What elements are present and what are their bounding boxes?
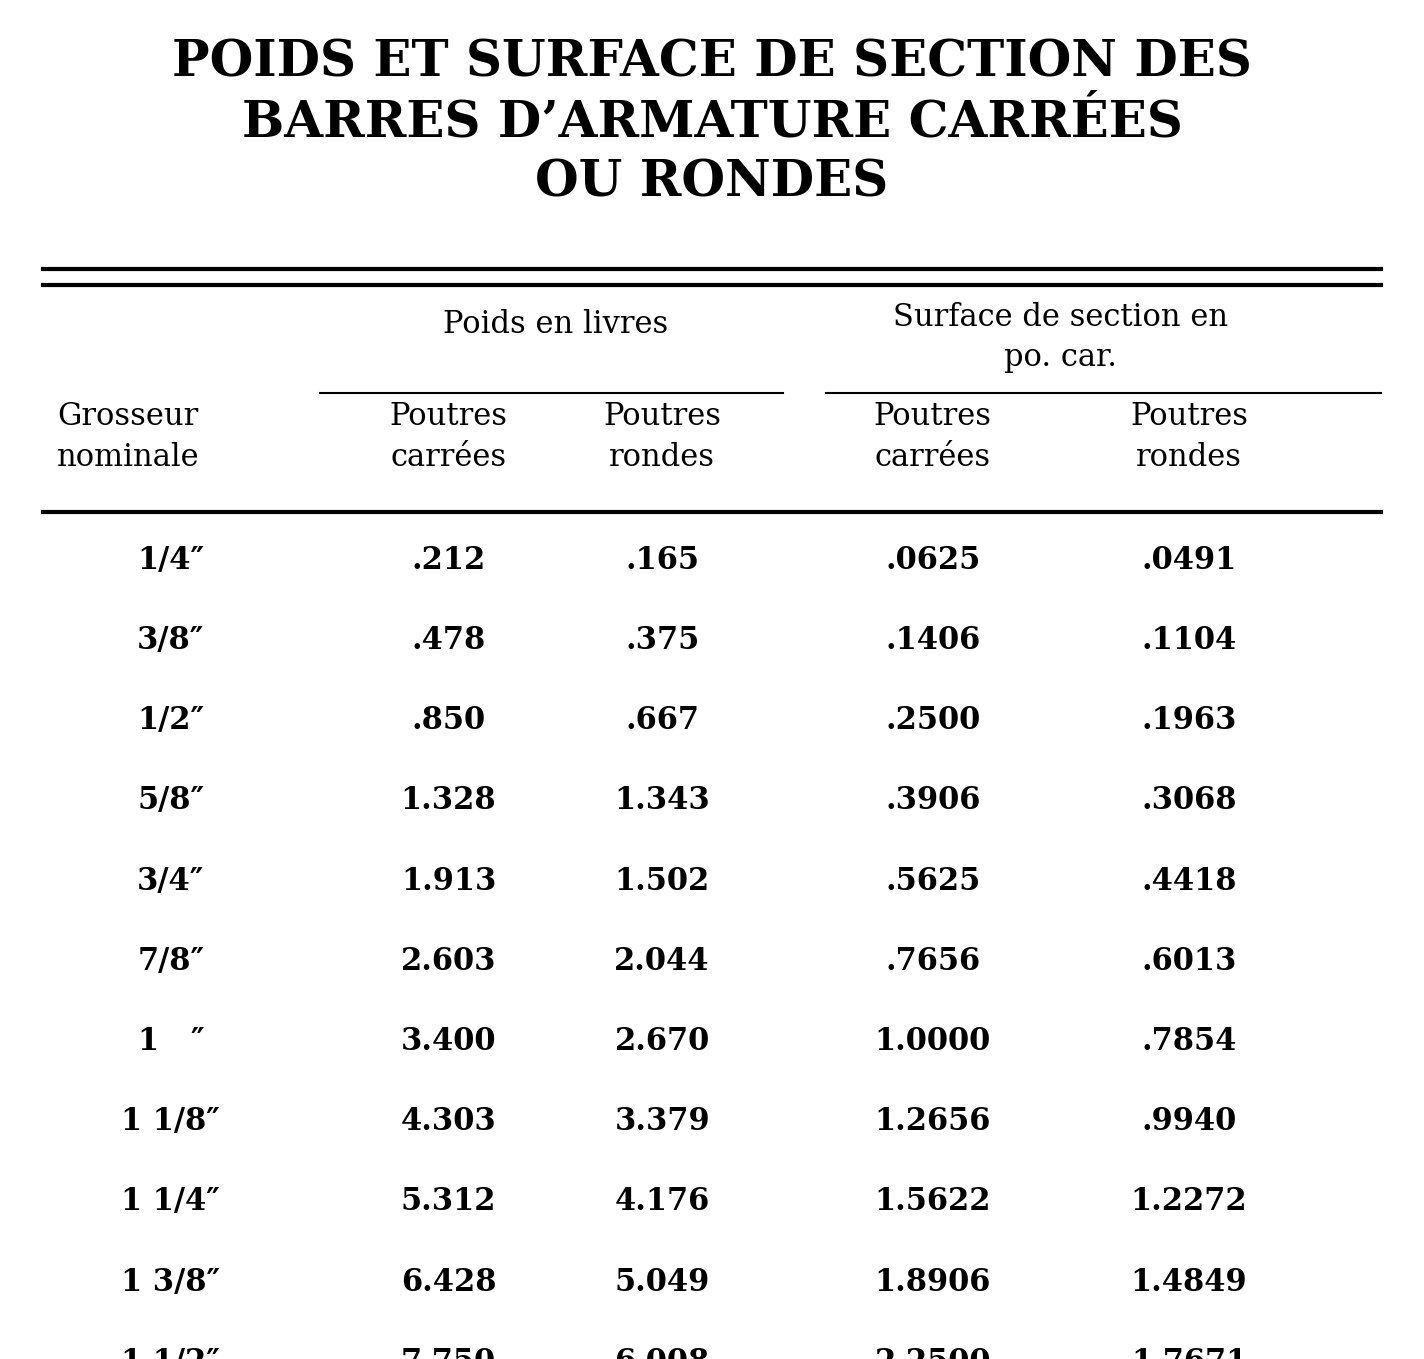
Text: 1 1/4″: 1 1/4″ [121, 1186, 221, 1218]
Text: .478: .478 [412, 625, 486, 656]
Text: 1 1/8″: 1 1/8″ [121, 1106, 221, 1137]
Text: POIDS ET SURFACE DE SECTION DES: POIDS ET SURFACE DE SECTION DES [172, 38, 1252, 87]
Text: 1.7671: 1.7671 [1131, 1347, 1247, 1359]
Text: .5625: .5625 [886, 866, 980, 897]
Text: 1.328: 1.328 [400, 786, 497, 817]
Text: .7854: .7854 [1142, 1026, 1236, 1057]
Text: 1 1/2″: 1 1/2″ [121, 1347, 221, 1359]
Text: 6.428: 6.428 [400, 1267, 497, 1298]
Text: 3/8″: 3/8″ [137, 625, 205, 656]
Text: 1   ″: 1 ″ [138, 1026, 204, 1057]
Text: 1/4″: 1/4″ [137, 545, 205, 576]
Text: .165: .165 [625, 545, 699, 576]
Text: 1 3/8″: 1 3/8″ [121, 1267, 221, 1298]
Text: .375: .375 [625, 625, 699, 656]
Text: 1.4849: 1.4849 [1131, 1267, 1247, 1298]
Text: 1.913: 1.913 [402, 866, 496, 897]
Text: Surface de section en
po. car.: Surface de section en po. car. [893, 302, 1229, 374]
Text: 1.502: 1.502 [615, 866, 709, 897]
Text: .4418: .4418 [1141, 866, 1237, 897]
Text: 7/8″: 7/8″ [137, 946, 205, 977]
Text: 5/8″: 5/8″ [137, 786, 205, 817]
Text: .3906: .3906 [886, 786, 980, 817]
Text: 1.0000: 1.0000 [874, 1026, 991, 1057]
Text: .9940: .9940 [1142, 1106, 1236, 1137]
Text: .1104: .1104 [1142, 625, 1236, 656]
Text: .850: .850 [412, 705, 486, 737]
Text: 5.312: 5.312 [400, 1186, 497, 1218]
Text: .7656: .7656 [886, 946, 980, 977]
Text: 1.343: 1.343 [614, 786, 711, 817]
Text: BARRES D’ARMATURE CARRÉES: BARRES D’ARMATURE CARRÉES [242, 98, 1182, 147]
Text: 3/4″: 3/4″ [137, 866, 205, 897]
Text: 2.2500: 2.2500 [874, 1347, 991, 1359]
Text: Poutres
rondes: Poutres rondes [604, 401, 721, 473]
Text: Poutres
carrées: Poutres carrées [390, 401, 507, 473]
Text: 1.5622: 1.5622 [874, 1186, 991, 1218]
Text: .1963: .1963 [1142, 705, 1236, 737]
Text: OU RONDES: OU RONDES [535, 158, 889, 207]
Text: 6.008: 6.008 [615, 1347, 709, 1359]
Text: Poutres
carrées: Poutres carrées [874, 401, 991, 473]
Text: 5.049: 5.049 [615, 1267, 709, 1298]
Text: 1.8906: 1.8906 [874, 1267, 991, 1298]
Text: 3.400: 3.400 [400, 1026, 497, 1057]
Text: Grosseur
nominale: Grosseur nominale [57, 401, 199, 473]
Text: 2.670: 2.670 [615, 1026, 709, 1057]
Text: 4.303: 4.303 [400, 1106, 497, 1137]
Text: 2.603: 2.603 [400, 946, 497, 977]
Text: Poids en livres: Poids en livres [443, 308, 668, 340]
Text: 7.750: 7.750 [402, 1347, 496, 1359]
Text: .3068: .3068 [1141, 786, 1237, 817]
Text: .1406: .1406 [886, 625, 980, 656]
Text: 4.176: 4.176 [615, 1186, 709, 1218]
Text: 1/2″: 1/2″ [137, 705, 205, 737]
Text: 2.044: 2.044 [614, 946, 711, 977]
Text: .6013: .6013 [1142, 946, 1236, 977]
Text: 3.379: 3.379 [614, 1106, 711, 1137]
Text: Poutres
rondes: Poutres rondes [1131, 401, 1247, 473]
Text: .0625: .0625 [886, 545, 980, 576]
Text: .212: .212 [412, 545, 486, 576]
Text: 1.2656: 1.2656 [874, 1106, 991, 1137]
Text: .0491: .0491 [1142, 545, 1236, 576]
Text: .2500: .2500 [886, 705, 980, 737]
Text: 1.2272: 1.2272 [1131, 1186, 1247, 1218]
Text: .667: .667 [625, 705, 699, 737]
